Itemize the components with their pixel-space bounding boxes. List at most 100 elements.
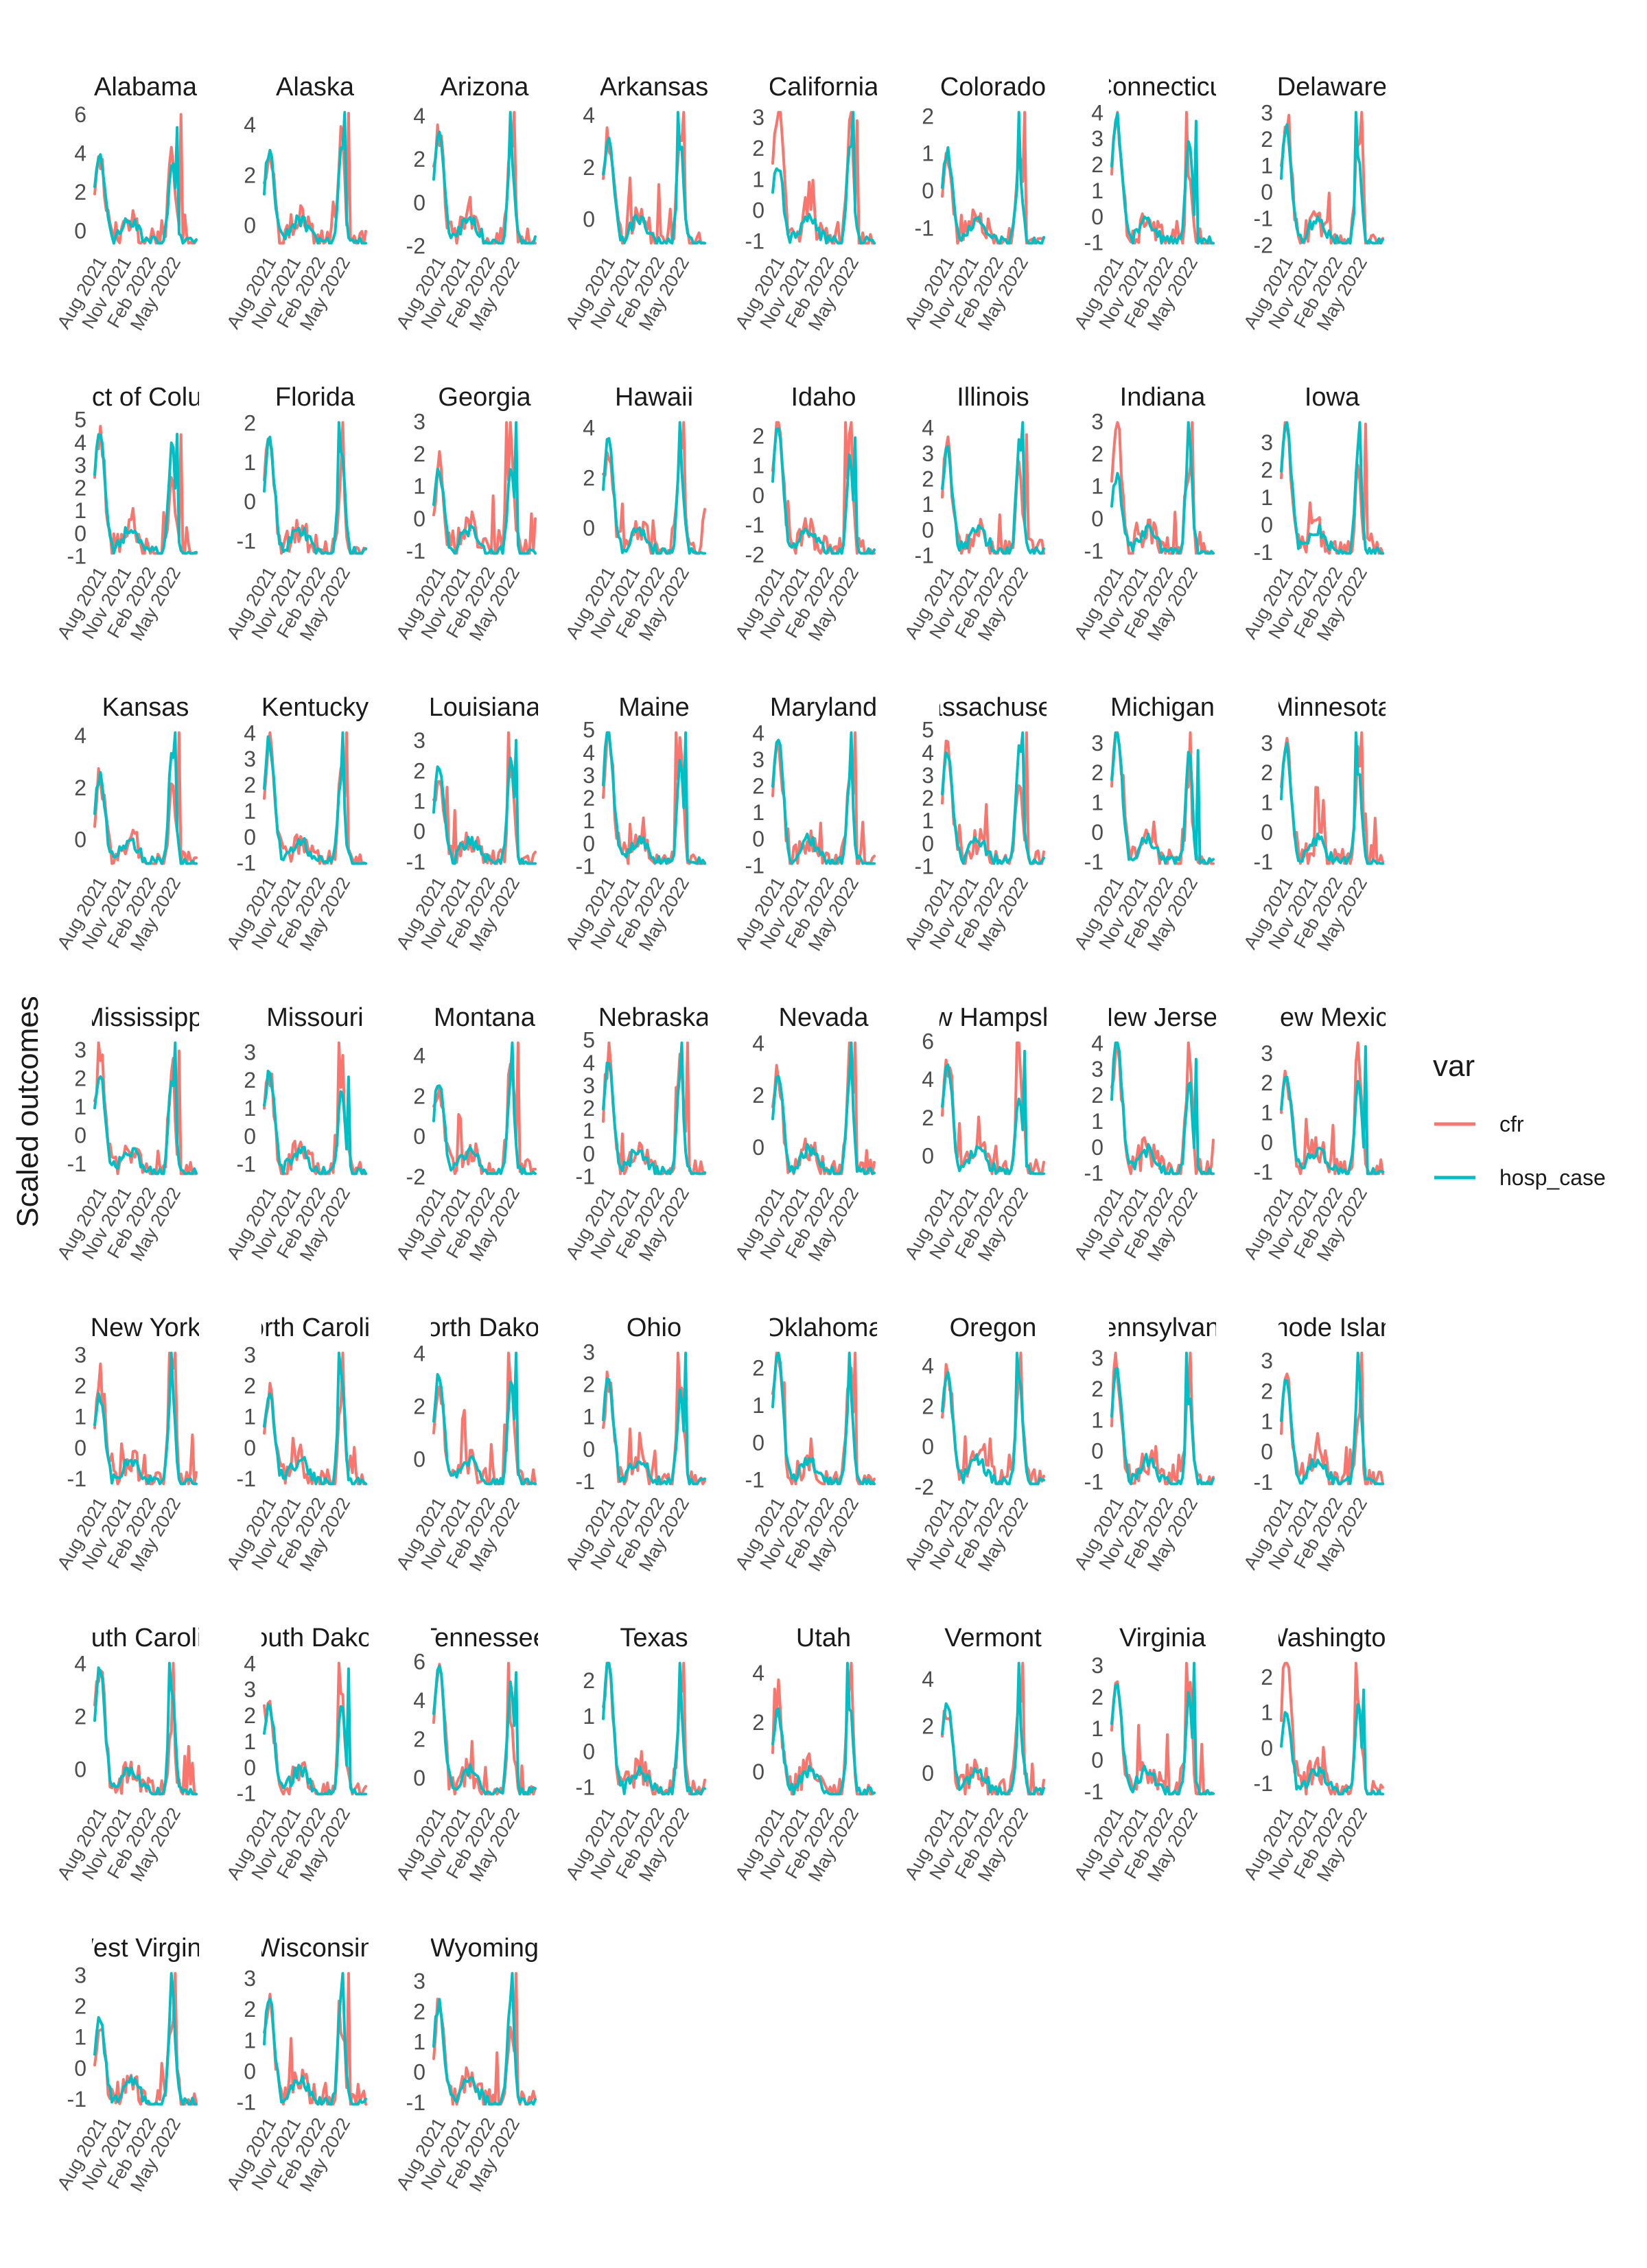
y-tick-label: -1 [745, 1468, 764, 1493]
series-line-hosp-case [93, 1351, 198, 1486]
y-tick-label: 3 [1091, 1346, 1103, 1370]
y-tick-label: 2 [922, 1106, 934, 1130]
y-tick-label: 0 [413, 819, 425, 844]
y-tick-label: 3 [244, 747, 256, 771]
facet-title: North Dakota [408, 1313, 562, 1342]
y-tick-label: 0 [413, 190, 425, 215]
y-tick-label: -1 [237, 1781, 256, 1806]
y-tick-label: -1 [1254, 1470, 1273, 1495]
facet-title: Montana [434, 1003, 536, 1032]
y-tick-label: 2 [922, 467, 934, 491]
series-line-cfr [93, 1041, 198, 1176]
y-tick-label: -1 [1084, 231, 1103, 255]
y-tick-label: 3 [74, 1038, 86, 1062]
y-tick-label: -1 [576, 1164, 595, 1189]
y-tick-label: 1 [413, 788, 425, 813]
y-tick-label: 0 [922, 1144, 934, 1169]
y-tick-label: -1 [1084, 1779, 1103, 1804]
y-tick-label: 0 [583, 1437, 595, 1462]
facet-title: Delaware [1277, 73, 1388, 102]
y-tick-label: 0 [752, 1760, 764, 1784]
y-tick-label: 1 [1091, 790, 1103, 815]
y-tick-label: 2 [922, 1714, 934, 1739]
facet-title: Oklahoma [764, 1313, 883, 1342]
series-line-hosp-case [771, 731, 876, 865]
y-tick-label: 4 [413, 1043, 425, 1068]
y-tick-label: 2 [74, 1994, 86, 2019]
y-tick-label: 0 [583, 1740, 595, 1764]
y-tick-label: 3 [752, 747, 764, 772]
y-tick-label: 0 [1091, 506, 1103, 531]
y-tick-label: 1 [752, 1393, 764, 1418]
facet-title: Alaska [276, 73, 355, 102]
y-tick-label: 0 [74, 1123, 86, 1147]
y-tick-label: 2 [922, 1394, 934, 1418]
series-line-cfr [1110, 110, 1215, 245]
y-tick-label: 2 [752, 1356, 764, 1381]
y-tick-label: 0 [1091, 1748, 1103, 1773]
facet-title: California [769, 73, 879, 102]
facet-title: District of Columbia [32, 383, 259, 412]
series-line-hosp-case [941, 1049, 1045, 1176]
series-line-hosp-case [432, 421, 537, 555]
series-line-hosp-case [1110, 421, 1215, 555]
y-tick-label: 2 [74, 1374, 86, 1399]
facet-title: Kentucky [261, 693, 369, 722]
y-tick-label: -1 [1254, 850, 1273, 874]
series-line-hosp-case [1110, 1351, 1215, 1486]
facet-title: Colorado [940, 73, 1046, 102]
y-tick-label: 4 [583, 415, 595, 440]
y-tick-label: -1 [237, 1152, 256, 1177]
series-line-cfr [1110, 1661, 1215, 1796]
y-tick-label: 0 [74, 521, 86, 546]
y-tick-label: 0 [413, 1124, 425, 1149]
y-tick-label: 4 [922, 740, 934, 765]
facet-title: New Jersey [1095, 1003, 1231, 1032]
facet-title: Texas [620, 1624, 688, 1652]
y-tick-label: 6 [413, 1649, 425, 1674]
series-line-cfr [1280, 1041, 1384, 1176]
y-tick-label: 1 [1261, 1409, 1273, 1434]
y-tick-label: 1 [74, 1405, 86, 1429]
y-tick-label: 1 [244, 450, 256, 475]
y-tick-label: 3 [752, 105, 764, 130]
facet-title: Arkansas [600, 73, 708, 102]
y-tick-label: -1 [237, 1466, 256, 1491]
series-line-hosp-case [1110, 1661, 1215, 1796]
y-tick-label: 2 [74, 1066, 86, 1090]
y-tick-label: 4 [1091, 100, 1103, 125]
y-tick-label: 0 [752, 1135, 764, 1160]
y-tick-label: -1 [237, 2090, 256, 2114]
y-tick-label: 2 [752, 774, 764, 799]
series-line-cfr [1110, 1041, 1215, 1176]
y-tick-label: 3 [922, 763, 934, 788]
series-line-hosp-case [771, 1041, 876, 1176]
y-tick-label: 4 [413, 1688, 425, 1713]
y-tick-label: 0 [244, 213, 256, 237]
y-tick-label: -1 [745, 229, 764, 253]
facet-title: Alabama [94, 73, 198, 102]
y-tick-label: 2 [1261, 1379, 1273, 1403]
series-line-hosp-case [941, 110, 1045, 245]
series-line-hosp-case [771, 1351, 876, 1486]
y-tick-label: 3 [74, 1963, 86, 1988]
y-tick-label: 3 [583, 1340, 595, 1364]
y-tick-label: 3 [583, 763, 595, 788]
y-tick-label: 0 [1261, 513, 1273, 537]
y-tick-label: 3 [1261, 101, 1273, 126]
series-line-hosp-case [941, 731, 1045, 865]
y-tick-label: 5 [583, 1028, 595, 1053]
y-tick-label: 4 [244, 1651, 256, 1676]
y-tick-label: 2 [413, 147, 425, 172]
y-tick-label: -1 [745, 853, 764, 878]
